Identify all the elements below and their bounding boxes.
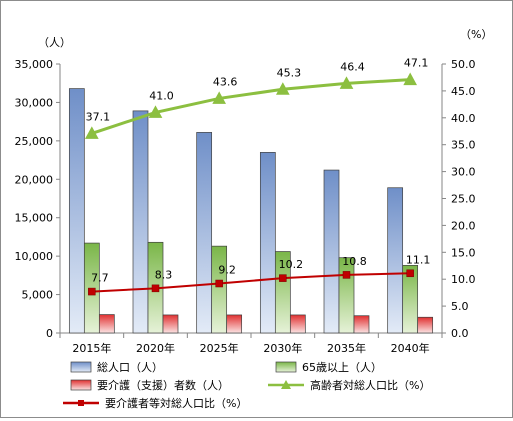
x-tick-label: 2030年 [263,341,302,355]
left-axis-unit: （人） [38,36,71,49]
left-tick-label: 20,000 [15,173,54,186]
left-tick-label: 10,000 [15,250,54,263]
legend-label-1: 総人口（人） [97,360,163,374]
bar-2-2035年 [338,257,355,334]
line-series-2 [91,272,411,293]
right-tick-label: 15.0 [451,246,476,259]
line-1-point-marker [84,126,99,139]
right-tick-label: 40.0 [451,112,476,125]
bar-3-2020年 [162,314,179,334]
data-label-2: 8.3 [155,268,173,281]
data-label-1: 41.0 [149,89,174,102]
left-tick-label: 30,000 [15,96,54,109]
data-label-2: 10.2 [279,258,304,271]
line-1-point-marker [339,76,354,89]
line-2-point-marker [279,274,287,282]
line-2-point-marker [151,284,160,293]
bar-1-2040年 [387,187,404,334]
right-tick-label: 20.0 [451,219,476,232]
right-tick-label: 10.0 [451,273,476,286]
legend-label-4: 高齢者対総人口比（%） [310,378,430,392]
bar-2-2040年 [402,265,419,334]
axes: （人） （%） 0 5,000 10,000 15,000 20,000 25,000 30,0… [15,28,493,355]
x-tick-label: 2020年 [136,341,175,355]
bar-2-2025年 [211,245,228,334]
data-label-2: 10.8 [342,255,367,268]
right-tick-label: 5.0 [451,300,469,313]
x-tick-label: 2035年 [327,341,366,355]
bar-1-2030年 [259,152,276,334]
bar-1-2020年 [132,110,149,334]
left-tick-label: 25,000 [15,135,54,148]
legend-marker-triangle [281,380,291,389]
legend-label-5: 要介護者等対総人口比（%） [105,396,247,410]
right-tick-label: 45.0 [451,85,476,98]
line-1-point-marker [275,82,290,95]
data-label-1: 45.3 [277,66,302,79]
data-label-1: 43.6 [213,75,238,88]
right-tick-label: 0.0 [451,327,469,340]
left-tick-label: 15,000 [15,212,54,225]
line-2-point-marker [342,271,351,279]
legend-swatch-1 [70,361,92,373]
right-tick-label: 50.0 [451,58,476,71]
data-label-2: 9.2 [218,264,236,277]
bar-1-2035年 [323,169,340,334]
x-tick-label: 2025年 [200,341,239,355]
bars [68,88,434,334]
data-label-1: 37.1 [86,110,111,123]
bar-2-2030年 [274,251,291,334]
line-1-point-marker [148,105,163,118]
legend-marker-square [78,400,84,406]
legend-swatch-3 [70,379,92,391]
left-tick-label: 5,000 [22,289,54,302]
bar-3-2025年 [226,314,243,334]
right-tick-label: 35.0 [451,139,476,152]
legend-swatch-2 [275,361,297,373]
right-axis-unit: （%） [460,28,492,41]
left-tick-label: 35,000 [15,58,54,71]
legend: 総人口（人） 65歳以上（人） 要介護（支援）者数（人） 高齢者対総人口比（%） 要介護… [63,360,430,410]
bar-3-2015年 [98,314,115,334]
data-label-2: 7.7 [91,272,109,285]
bar-1-2025年 [196,132,213,334]
line-1-point-marker [403,72,418,86]
right-tick-label: 25.0 [451,193,476,206]
data-label-1: 46.4 [340,60,365,73]
lines [84,72,418,296]
legend-label-2: 65歳以上（人） [302,361,382,374]
bar-3-2040年 [417,316,434,334]
x-tick-label: 2015年 [72,341,111,355]
bar-3-2030年 [289,314,306,334]
bar-3-2035年 [353,315,370,334]
line-series-1 [91,78,411,135]
left-tick-label: 0 [46,327,53,340]
data-label-1: 47.1 [404,57,429,70]
data-label-2: 11.1 [406,253,431,266]
line-2-point-marker [406,269,414,278]
x-tick-label: 2040年 [391,341,430,355]
data-labels: 37.1 41.0 43.6 45.3 46.4 47.1 7.7 8.3 9.2 10.2 10.… [86,57,431,285]
line-2-point-marker [215,279,223,288]
line-1-point-marker [212,91,227,104]
bar-1-2015年 [68,88,85,334]
line-2-point-marker [88,287,96,296]
right-tick-label: 30.0 [451,166,476,179]
legend-label-3: 要介護（支援）者数（人） [97,378,229,392]
